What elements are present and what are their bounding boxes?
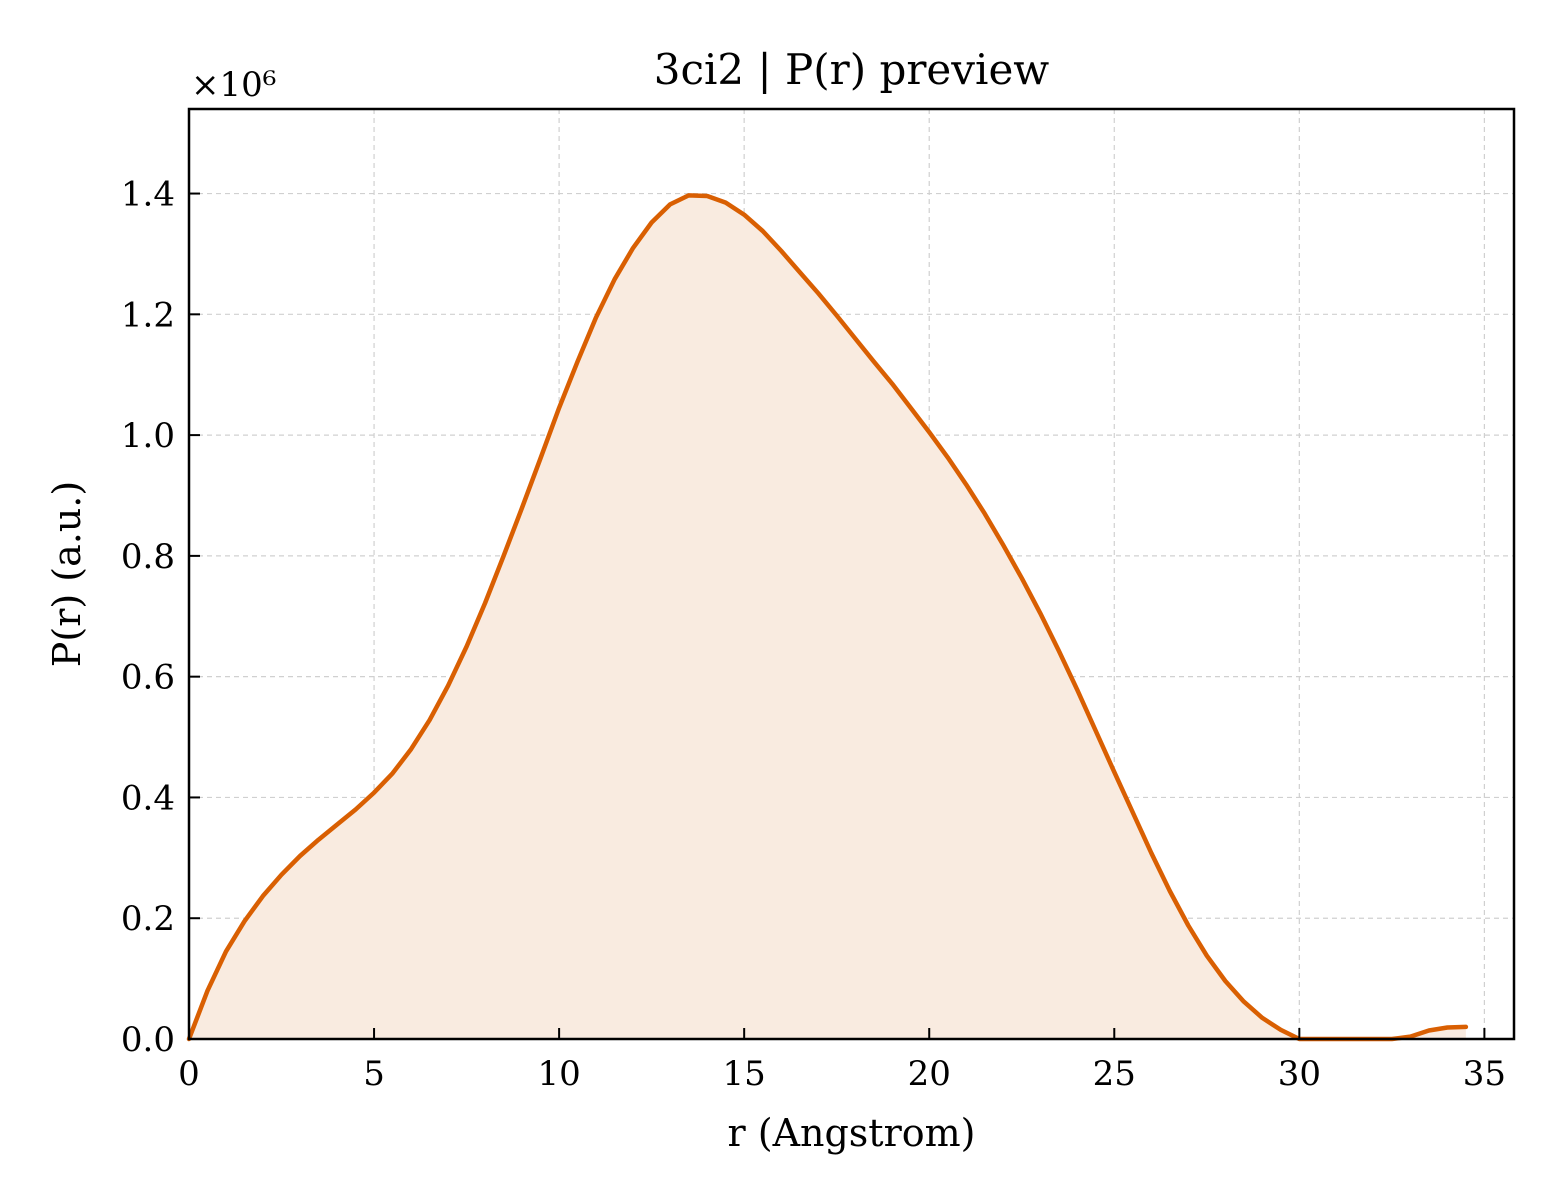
y-tick-label: 0.8	[121, 537, 175, 577]
x-tick-label: 30	[1278, 1054, 1321, 1094]
x-axis-label: r (Angstrom)	[728, 1111, 976, 1155]
x-tick-label: 20	[908, 1054, 951, 1094]
x-tick-label: 0	[178, 1054, 200, 1094]
chart-title: 3ci2 | P(r) preview	[654, 45, 1050, 94]
x-tick-label: 5	[363, 1054, 385, 1094]
x-tick-label: 10	[537, 1054, 580, 1094]
y-tick-label: 1.4	[121, 175, 175, 215]
y-tick-label: 0.4	[121, 778, 175, 818]
y-tick-label: 0.6	[121, 658, 175, 698]
series-line	[186, 193, 1469, 1042]
y-tick-label: 1.2	[121, 295, 175, 335]
plot-frame	[187, 107, 1516, 1041]
x-tick-label: 25	[1093, 1054, 1136, 1094]
y-tick-label: 0.0	[121, 1020, 175, 1060]
y-tick-label: 0.2	[121, 899, 175, 939]
y-offset-label: ×10⁶	[191, 65, 276, 105]
ticks	[188, 192, 1486, 1040]
y-axis-label: P(r) (a.u.)	[45, 481, 89, 667]
y-tick-label: 1.0	[121, 416, 175, 456]
x-tick-label: 35	[1463, 1054, 1506, 1094]
x-tick-label: 15	[723, 1054, 766, 1094]
area-fill	[189, 195, 1466, 1039]
tick-labels: 0 5 10 15 20 25 30 35 0.0 0.2 0.4 0.6 0.8 1.0 1.2 1.4	[121, 175, 1506, 1094]
